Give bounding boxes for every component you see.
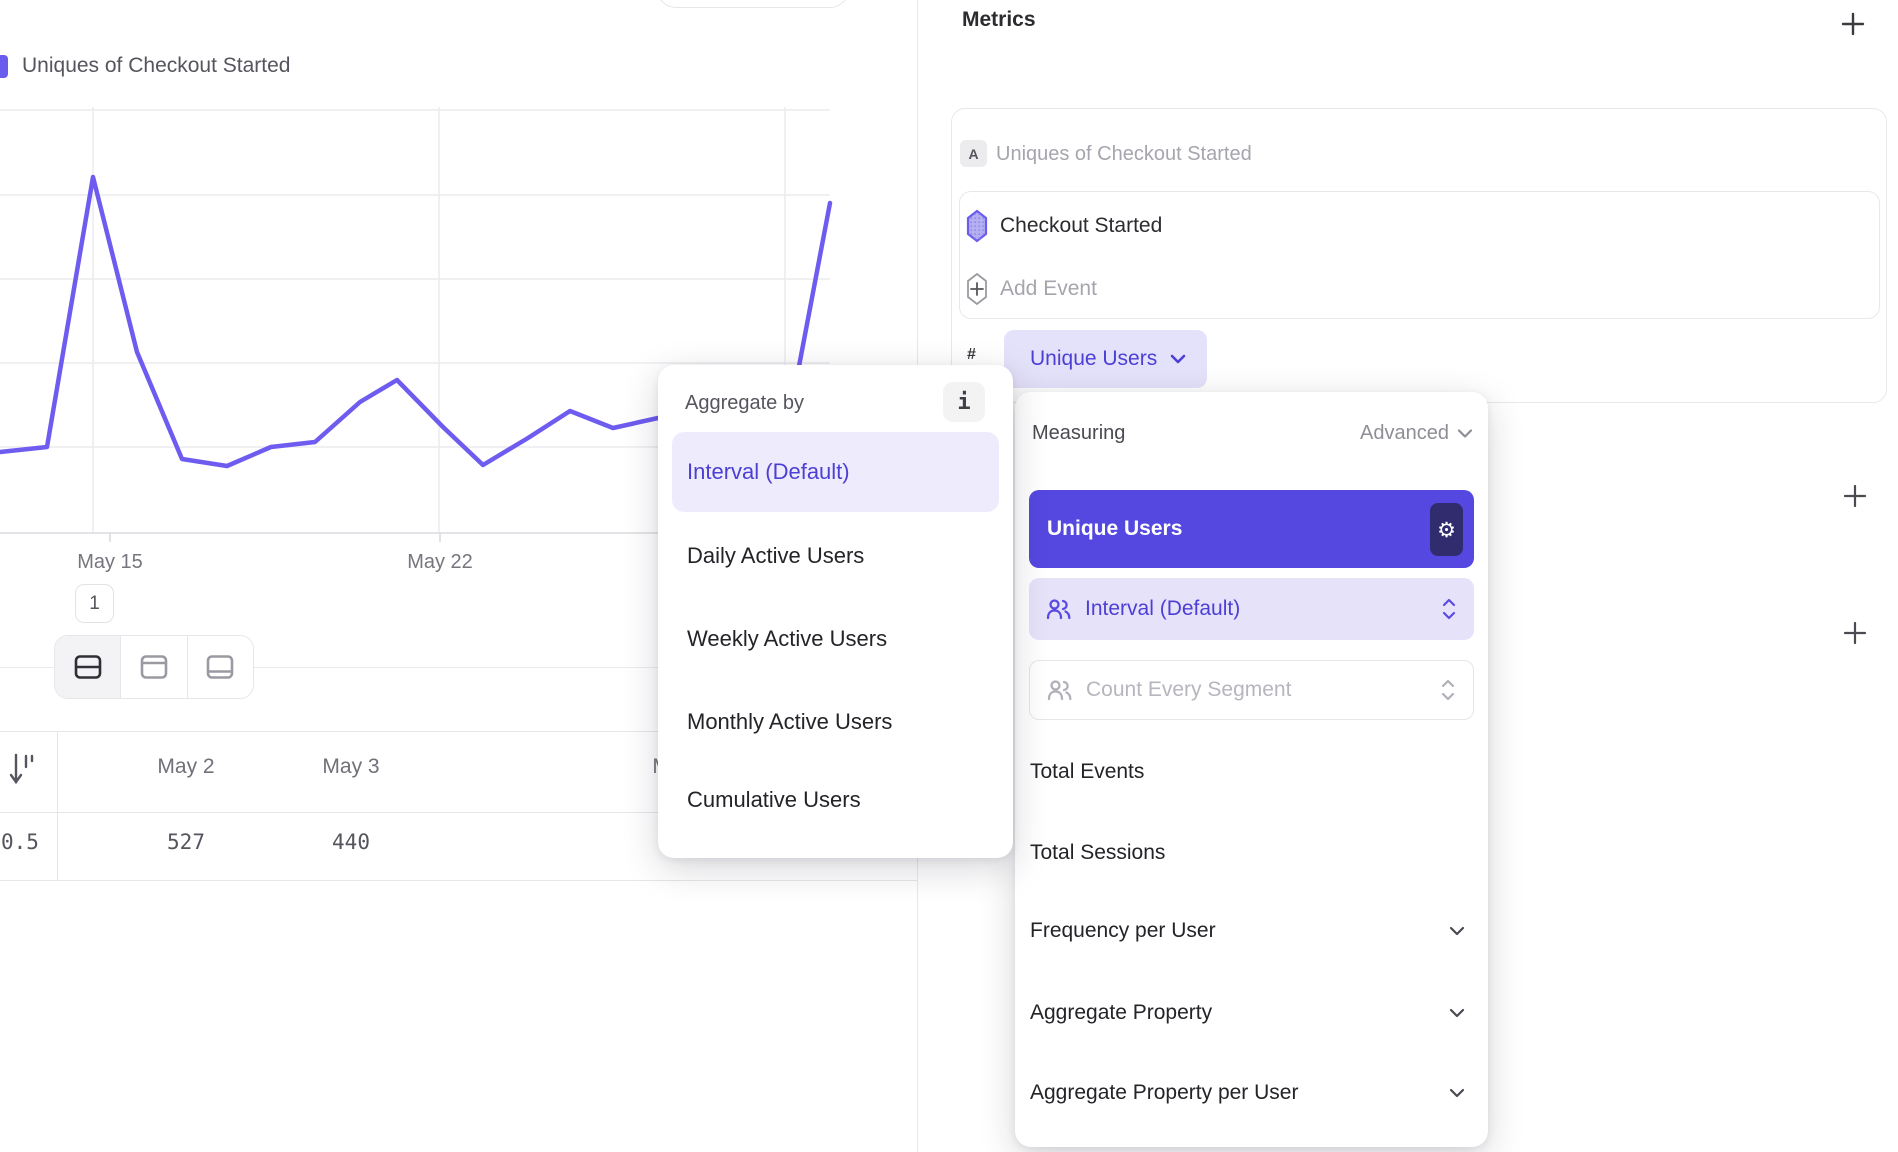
layout-toggle-group [54,635,254,699]
chevron-down-icon [1449,926,1465,936]
menu-item-interval-default[interactable]: Interval (Default) [1029,578,1474,640]
event-row-checkout-started[interactable]: Checkout Started [966,209,1162,243]
aggregate-by-title: Aggregate by [685,392,804,414]
menu-item-weekly-active-users[interactable]: Weekly Active Users [687,626,888,651]
divider [0,667,917,668]
divider [57,731,58,880]
plus-icon [1843,484,1867,508]
chevron-up-down-icon [1441,679,1455,701]
chevron-down-icon [1449,1008,1465,1018]
x-tick-label: May 22 [407,551,473,573]
menu-item-monthly-active-users[interactable]: Monthly Active Users [687,709,893,734]
menu-item-unique-users-selected[interactable]: Unique Users ⚙ [1029,490,1474,568]
add-event-button[interactable]: Add Event [966,272,1097,306]
split-top-icon [140,655,168,679]
add-metric-button[interactable] [1838,9,1868,39]
metrics-panel-title: Metrics [962,8,1036,31]
menu-item-total-sessions[interactable]: Total Sessions [1030,841,1166,864]
menu-item-aggregate-property-per-user[interactable]: Aggregate Property per User [1030,1071,1466,1115]
plus-icon [1841,12,1865,36]
info-icon: i [957,389,971,415]
chart-legend: Uniques of Checkout Started [0,50,291,82]
settings-button[interactable]: ⚙ [1430,503,1463,556]
toolbar-pill-cutoff[interactable] [657,0,849,8]
page-number-badge[interactable]: 1 [75,584,114,623]
measurement-dropdown-pill[interactable]: Unique Users [1004,330,1208,388]
divider [0,731,917,732]
add-row-button[interactable] [1840,481,1870,511]
users-icon [1046,599,1071,620]
add-event-hexagon-icon [967,272,987,306]
legend-swatch [0,54,8,78]
event-card: Checkout Started Add Event [959,191,1880,319]
table-header-cell[interactable]: May 3 [322,755,380,778]
metric-card: A Uniques of Checkout Started Checkout S… [951,108,1887,403]
split-bottom-icon [207,655,234,679]
chevron-down-icon [1170,354,1186,364]
menu-item-aggregate-property[interactable]: Aggregate Property [1030,991,1466,1035]
aggregate-by-popover: Aggregate by i Interval (Default) Daily … [658,365,1013,858]
measuring-title: Measuring [1032,422,1126,444]
divider [0,812,917,813]
x-tick-label: May 15 [77,551,143,573]
sort-icon[interactable] [8,751,36,789]
split-horizontal-icon [74,655,101,679]
table-cell: 440 [332,830,370,854]
menu-item-cumulative-users[interactable]: Cumulative Users [687,787,861,812]
layout-header-top-button[interactable] [120,636,187,698]
menu-item-total-events[interactable]: Total Events [1030,760,1145,783]
chevron-down-icon [1449,1088,1465,1098]
add-event-label: Add Event [1000,277,1097,300]
metric-letter-badge: A [960,140,987,167]
menu-item-daily-active-users[interactable]: Daily Active Users [687,543,865,568]
gear-icon: ⚙ [1437,517,1456,542]
layout-footer-bottom-button[interactable] [186,636,253,698]
chevron-up-down-icon [1442,598,1456,620]
menu-item-count-every-segment[interactable]: Count Every Segment [1029,660,1474,720]
layout-split-horizontal-button[interactable] [55,636,121,698]
event-name: Checkout Started [1000,214,1163,237]
divider [0,880,917,881]
plus-icon [1843,621,1867,645]
menu-item-interval-default[interactable]: Interval (Default) [672,432,999,512]
info-button[interactable]: i [943,382,985,422]
chevron-down-icon [1457,429,1473,438]
event-hexagon-icon [966,209,988,243]
legend-label: Uniques of Checkout Started [22,54,291,77]
users-icon [1047,680,1072,701]
advanced-mode-dropdown[interactable]: Advanced [1360,422,1473,445]
table-cell-partial: 0.5 [1,830,39,854]
hash-symbol: # [967,346,976,363]
measuring-header: Measuring Advanced [1032,422,1473,445]
measuring-popover: Measuring Advanced Unique Users ⚙ [1015,392,1488,1147]
table-header-cell[interactable]: May 2 [157,755,215,778]
add-row-button[interactable] [1840,618,1870,648]
table-cell: 527 [167,830,205,854]
menu-item-frequency-per-user[interactable]: Frequency per User [1030,909,1466,953]
metric-card-title: Uniques of Checkout Started [996,143,1252,165]
